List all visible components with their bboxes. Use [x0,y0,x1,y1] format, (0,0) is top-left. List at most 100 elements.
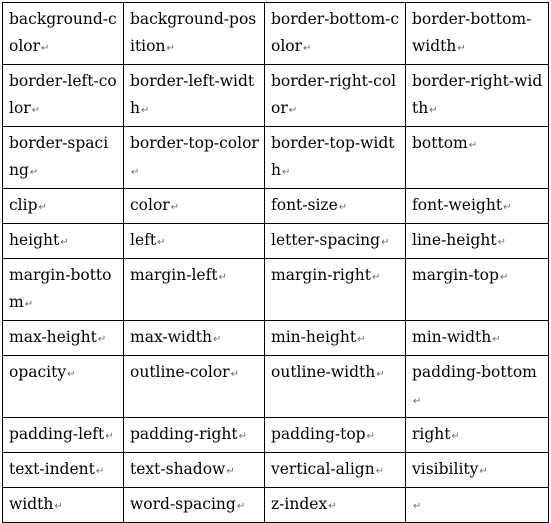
table-cell: padding-top↵ [264,417,406,453]
cell-text: min-width [412,328,492,346]
paragraph-mark-icon: ↵ [381,237,390,248]
cell-text: padding-left [9,425,105,443]
cell-text: text-indent [9,460,95,478]
table-row: clip↵ color↵ font-size↵ font-weight↵ [2,188,549,224]
table-cell: border-left-color↵ [2,64,124,127]
table-row: background-color↵ background-position↵ b… [2,2,549,65]
cell-text: border-left-color [9,72,117,117]
table-cell: border-right-color↵ [264,64,406,127]
cell-text: border-top-width [271,134,395,179]
cell-text: padding-bottom [412,363,537,381]
paragraph-mark-icon: ↵ [376,369,385,380]
paragraph-mark-icon: ↵ [413,501,422,512]
cell-text: border-right-color [271,72,397,117]
paragraph-mark-icon: ↵ [366,431,375,442]
cell-text: border-bottom-color [271,10,400,55]
cell-text: margin-top [412,266,499,284]
table-cell: font-size↵ [264,188,406,224]
table-cell: border-left-width↵ [123,64,265,127]
table-row: opacity↵ outline-color↵ outline-width↵ p… [2,355,549,418]
paragraph-mark-icon: ↵ [157,237,166,248]
table-cell: clip↵ [2,188,124,224]
cell-text: bottom [412,134,468,152]
cell-text: background-position [130,10,257,55]
cell-text: border-top-color [130,134,259,152]
table-cell: min-height↵ [264,320,406,356]
paragraph-mark-icon: ↵ [429,105,438,116]
paragraph-mark-icon: ↵ [492,334,501,345]
paragraph-mark-icon: ↵ [218,272,227,283]
table-cell: left↵ [123,223,265,259]
paragraph-mark-icon: ↵ [67,369,76,380]
paragraph-mark-icon: ↵ [166,43,175,54]
paragraph-mark-icon: ↵ [230,369,239,380]
cell-text: min-height [271,328,357,346]
table-cell: padding-bottom ↵ [405,355,549,418]
table-cell: line-height↵ [405,223,549,259]
table-row: border-spacing↵ border-top-color↵ border… [2,126,549,189]
table-cell: border-bottom-color↵ [264,2,406,65]
paragraph-mark-icon: ↵ [371,272,381,283]
table-cell: font-weight↵ [405,188,549,224]
paragraph-mark-icon: ↵ [131,167,140,178]
paragraph-mark-icon: ↵ [328,501,337,512]
paragraph-mark-icon: ↵ [226,466,235,477]
cell-text: font-size [271,196,338,214]
paragraph-mark-icon: ↵ [97,334,107,345]
table-row: margin-bottom↵ margin-left↵ margin-right… [2,258,549,321]
cell-text: letter-spacing [271,231,381,249]
paragraph-mark-icon: ↵ [170,202,180,213]
table-cell: padding-left↵ [2,417,124,453]
cell-text: max-width [130,328,213,346]
cell-text: margin-right [271,266,371,284]
table-cell: text-indent↵ [2,452,124,488]
table-cell: right↵ [405,417,549,453]
table-row: border-left-color↵ border-left-width↵ bo… [2,64,549,127]
paragraph-mark-icon: ↵ [303,43,312,54]
table-cell: background-color↵ [2,2,124,65]
table-cell: padding-right↵ [123,417,265,453]
paragraph-mark-icon: ↵ [479,466,488,477]
paragraph-mark-icon: ↵ [497,237,506,248]
cell-text: margin-bottom [9,266,112,311]
table-cell: margin-right↵ [264,258,406,321]
paragraph-mark-icon: ↵ [468,140,478,151]
cell-text: opacity [9,363,67,381]
table-cell: border-spacing↵ [2,126,124,189]
table-cell: visibility↵ [405,452,549,488]
table-cell: ↵ [405,487,549,523]
table-cell: vertical-align↵ [264,452,406,488]
cell-text: max-height [9,328,97,346]
paragraph-mark-icon: ↵ [31,105,41,116]
cell-text: font-weight [412,196,503,214]
paragraph-mark-icon: ↵ [503,202,512,213]
table-cell: margin-top↵ [405,258,549,321]
paragraph-mark-icon: ↵ [38,202,47,213]
table-cell: letter-spacing↵ [264,223,406,259]
cell-text: margin-left [130,266,218,284]
paragraph-mark-icon: ↵ [499,272,509,283]
paragraph-mark-icon: ↵ [60,237,69,248]
table-cell: border-top-width↵ [264,126,406,189]
cell-text: vertical-align [271,460,375,478]
cell-text: background-color [9,10,117,55]
table-cell: word-spacing↵ [123,487,265,523]
table-cell: max-height↵ [2,320,124,356]
paragraph-mark-icon: ↵ [213,334,222,345]
paragraph-mark-icon: ↵ [24,299,34,310]
table-cell: border-bottom-width↵ [405,2,549,65]
table-cell: outline-width↵ [264,355,406,418]
table-cell: max-width↵ [123,320,265,356]
cell-text: left [130,231,157,249]
table-cell: color↵ [123,188,265,224]
paragraph-mark-icon: ↵ [357,334,366,345]
cell-text: width [9,495,54,513]
cell-text: color [130,196,170,214]
paragraph-mark-icon: ↵ [281,167,291,178]
table-cell: border-right-width↵ [405,64,549,127]
cell-text: border-spacing [9,134,109,179]
cell-text: visibility [412,460,479,478]
table-cell: height↵ [2,223,124,259]
